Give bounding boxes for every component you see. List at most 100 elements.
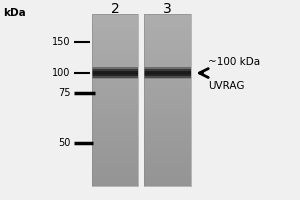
Bar xyxy=(144,177,190,179)
Bar xyxy=(144,157,190,158)
Bar xyxy=(92,181,138,183)
Bar xyxy=(92,138,138,140)
Bar xyxy=(144,122,190,124)
Bar xyxy=(144,169,190,171)
Bar xyxy=(92,136,138,138)
Bar xyxy=(92,124,138,126)
Bar xyxy=(92,47,138,48)
Bar xyxy=(144,134,190,136)
Bar xyxy=(92,86,138,88)
Bar xyxy=(92,152,138,153)
Bar xyxy=(144,21,190,23)
Bar xyxy=(144,179,190,181)
Bar xyxy=(144,153,190,155)
Bar xyxy=(144,131,190,133)
Bar xyxy=(144,100,190,102)
Bar xyxy=(92,98,138,100)
Bar xyxy=(144,145,190,146)
Bar xyxy=(144,50,190,52)
Bar xyxy=(92,83,138,85)
Bar xyxy=(92,18,138,19)
Bar xyxy=(92,128,138,129)
Bar xyxy=(92,172,138,174)
Bar xyxy=(144,19,190,21)
Bar xyxy=(144,52,190,54)
Bar xyxy=(144,98,190,100)
Bar xyxy=(144,42,190,43)
Bar xyxy=(92,145,138,146)
Bar xyxy=(92,48,138,50)
Bar xyxy=(92,57,138,59)
Bar xyxy=(92,40,138,42)
Bar xyxy=(92,109,138,110)
Bar xyxy=(144,30,190,31)
Bar xyxy=(144,116,190,117)
Bar xyxy=(144,79,190,81)
Bar xyxy=(144,14,190,186)
Bar xyxy=(92,116,138,117)
Bar xyxy=(92,19,138,21)
Text: 150: 150 xyxy=(52,37,70,47)
Bar xyxy=(92,52,138,54)
Text: 100: 100 xyxy=(52,68,70,78)
Bar xyxy=(92,155,138,157)
Text: UVRAG: UVRAG xyxy=(208,81,245,91)
Bar xyxy=(144,16,190,18)
Bar xyxy=(92,102,138,103)
Bar xyxy=(92,81,138,83)
Bar xyxy=(144,91,190,93)
Bar xyxy=(92,24,138,26)
Bar xyxy=(92,103,138,105)
Bar xyxy=(144,14,190,16)
Bar xyxy=(92,16,138,18)
Bar xyxy=(92,21,138,23)
Bar xyxy=(144,60,190,62)
Bar xyxy=(144,86,190,88)
Bar xyxy=(144,47,190,48)
Bar xyxy=(92,62,138,64)
Bar xyxy=(92,105,138,107)
Bar xyxy=(144,181,190,183)
Bar xyxy=(92,167,138,169)
Bar xyxy=(92,97,138,98)
Bar xyxy=(144,133,190,134)
Bar xyxy=(144,143,190,145)
Bar xyxy=(92,107,138,109)
Bar xyxy=(144,124,190,126)
Bar xyxy=(92,153,138,155)
Bar xyxy=(92,100,138,102)
Bar xyxy=(144,71,190,73)
Text: 3: 3 xyxy=(163,2,172,16)
Bar xyxy=(92,45,138,47)
Bar xyxy=(144,162,190,164)
Text: kDa: kDa xyxy=(3,8,26,18)
Bar xyxy=(144,95,190,97)
Bar xyxy=(92,71,138,73)
Text: 75: 75 xyxy=(58,88,70,98)
Bar xyxy=(92,93,138,95)
Bar xyxy=(92,38,138,40)
Bar xyxy=(92,164,138,165)
Bar xyxy=(92,88,138,90)
Bar xyxy=(144,141,190,143)
Bar xyxy=(144,119,190,121)
Bar xyxy=(92,50,138,52)
Bar xyxy=(92,78,138,79)
Bar xyxy=(92,110,138,112)
Bar xyxy=(92,117,138,119)
Bar xyxy=(144,38,190,40)
Bar xyxy=(144,105,190,107)
Bar xyxy=(144,148,190,150)
Bar xyxy=(144,45,190,47)
Bar xyxy=(92,129,138,131)
Bar xyxy=(92,169,138,171)
Bar xyxy=(92,73,138,74)
Bar xyxy=(144,43,190,45)
Bar xyxy=(92,31,138,33)
Bar xyxy=(92,165,138,167)
Bar xyxy=(92,162,138,164)
Bar xyxy=(92,59,138,60)
Bar xyxy=(92,133,138,134)
Bar xyxy=(144,129,190,131)
Bar xyxy=(144,160,190,162)
